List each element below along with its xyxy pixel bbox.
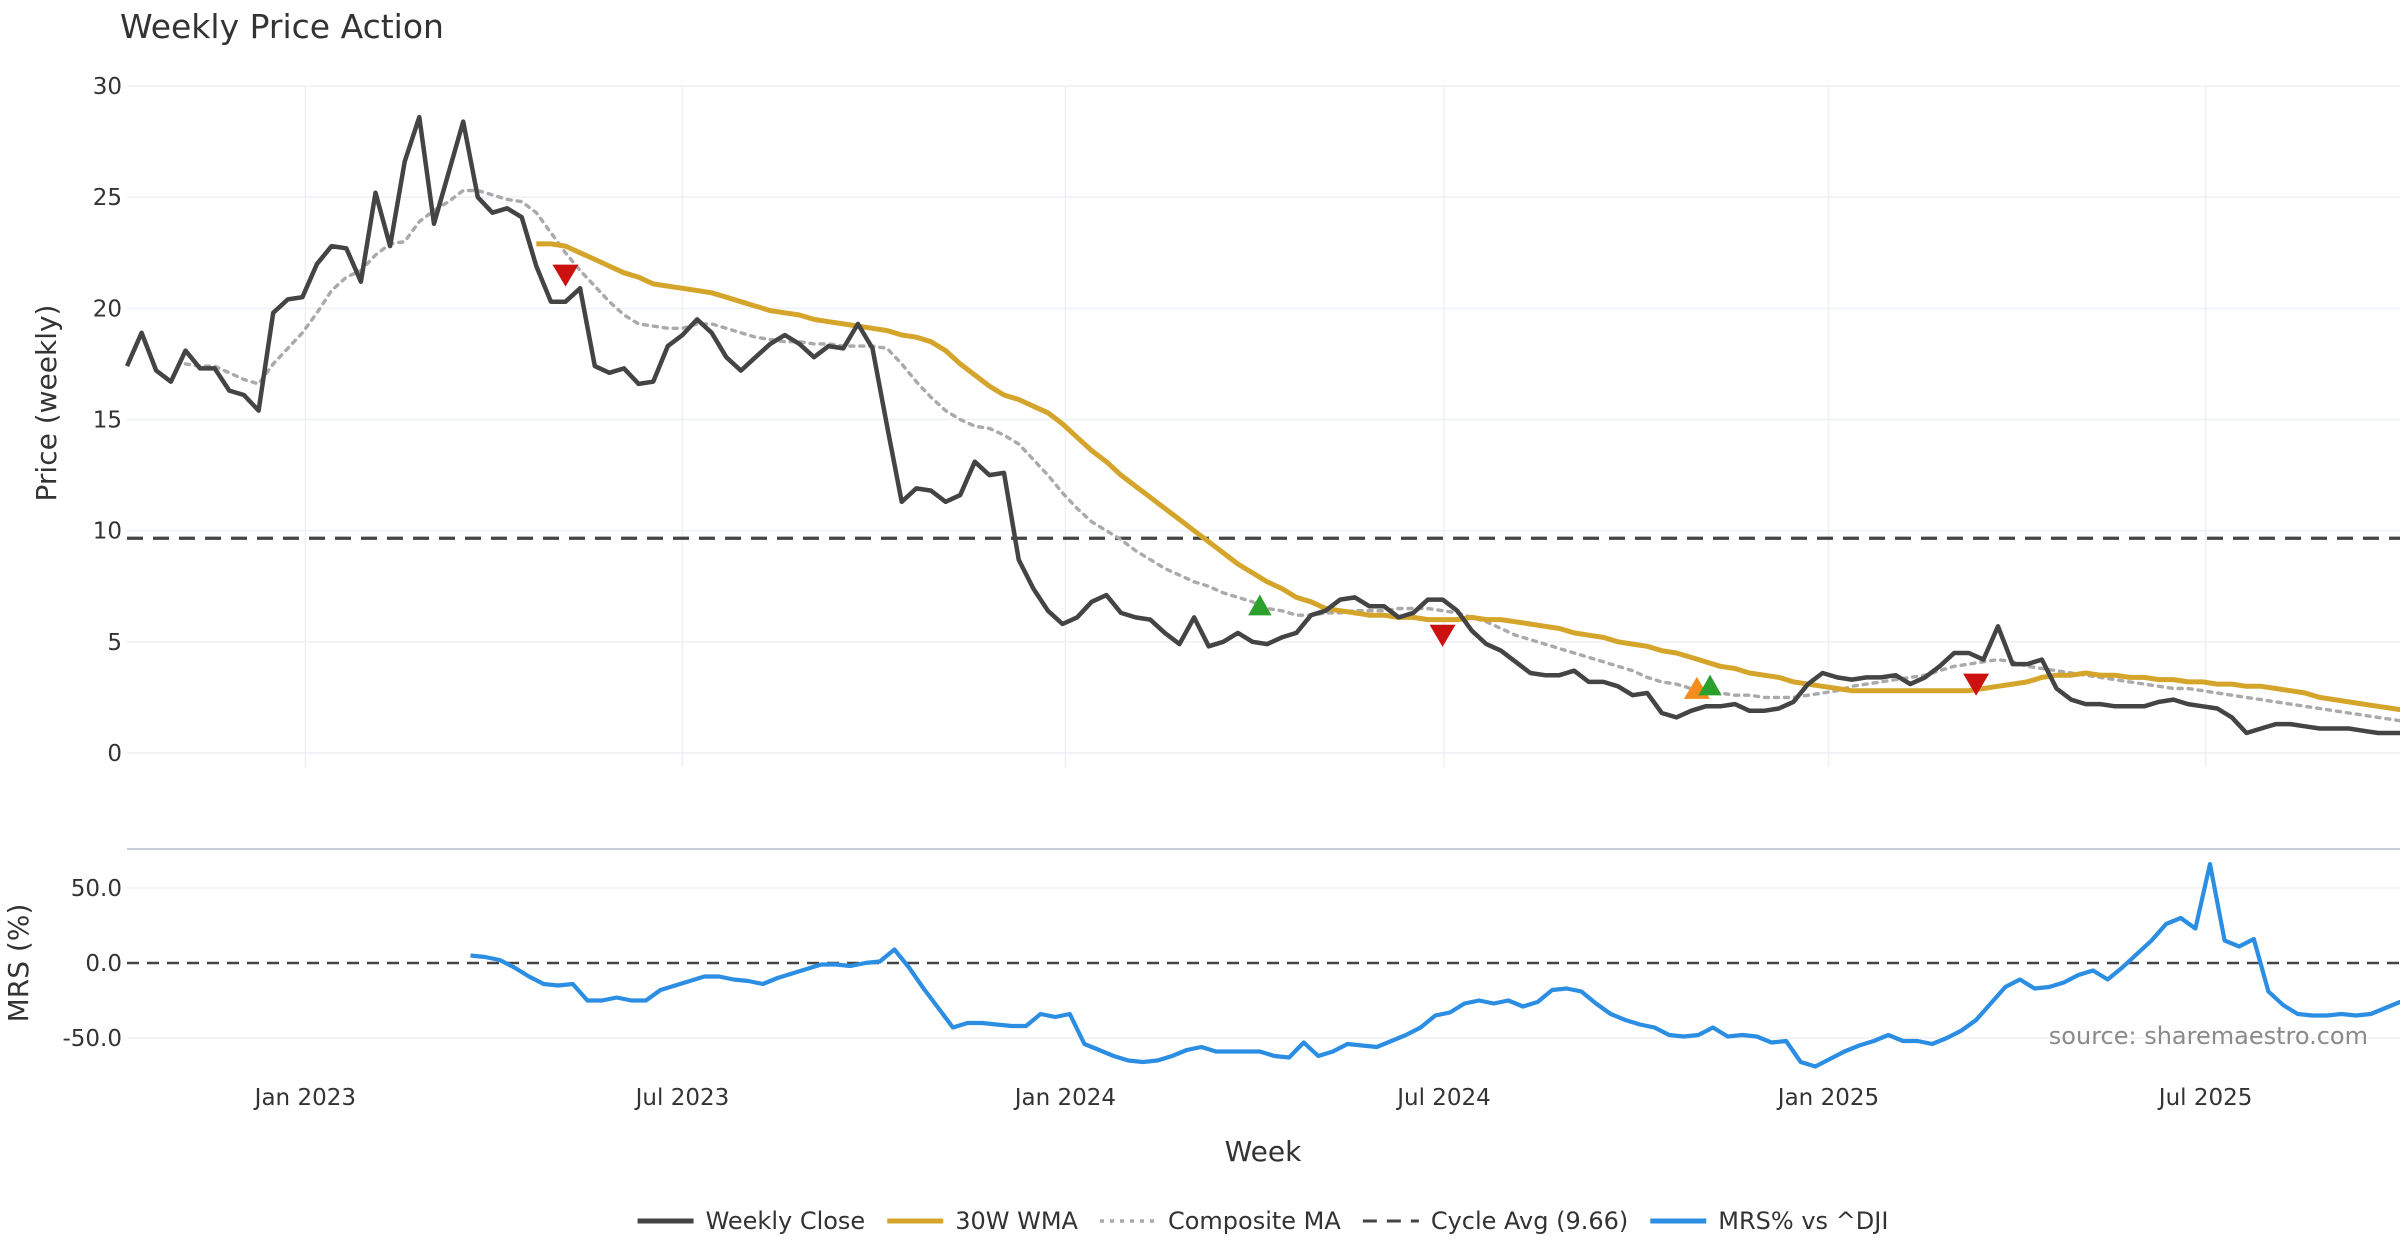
price-y-tick-label: 30 [93, 74, 122, 100]
x-tick-label: Jul 2025 [2157, 1085, 2253, 1111]
legend-label-wma: 30W WMA [955, 1207, 1078, 1235]
x-axis-ticks: Jan 2023 Jul 2023 Jan 2024 Jul 2024 Jan 2025… [253, 1085, 2253, 1111]
mrs-y-tick-label: 50.0 [71, 876, 122, 902]
mrs-y-axis-label: MRS (%) [2, 904, 35, 1023]
price-series-layer [124, 114, 2400, 736]
price-y-tick-label: 25 [93, 185, 122, 211]
composite-ma-line [183, 188, 2400, 723]
price-y-tick-label: 15 [93, 408, 122, 434]
mrs-series-layer [127, 861, 2400, 1069]
x-tick-label: Jul 2023 [634, 1085, 730, 1111]
sell-signal-marker [1429, 624, 1456, 647]
mrs-line [470, 861, 2400, 1069]
x-tick-label: Jan 2024 [1013, 1085, 1116, 1111]
legend-label-cycle: Cycle Avg (9.66) [1431, 1207, 1628, 1235]
buy-signal-marker-green [1698, 674, 1722, 696]
sell-signal-marker [1963, 673, 1990, 696]
mrs-y-tick-label: 0.0 [85, 951, 122, 977]
price-y-tick-label: 20 [93, 296, 122, 322]
signal-markers-layer [552, 264, 1990, 699]
x-tick-label: Jul 2024 [1395, 1085, 1491, 1111]
wma-30w-line [536, 241, 2400, 713]
weekly-close-line [124, 114, 2400, 736]
legend: Weekly Close 30W WMA Composite MA Cycle Avg… [637, 1207, 1888, 1235]
price-y-tick-label: 10 [93, 519, 122, 545]
legend-label-close: Weekly Close [706, 1207, 866, 1235]
source-annotation: source: sharemaestro.com [2049, 1022, 2368, 1050]
mrs-y-axis-ticks: -50.0 0.0 50.0 [62, 876, 122, 1052]
mrs-panel-grid [127, 887, 2400, 1039]
price-y-axis-ticks: 0 5 10 15 20 25 30 [93, 74, 122, 767]
sell-signal-marker [552, 264, 579, 287]
legend-label-mrs: MRS% vs ^DJI [1718, 1207, 1888, 1235]
mrs-y-tick-label: -50.0 [62, 1026, 122, 1052]
price-y-axis-label: Price (weekly) [30, 305, 63, 502]
price-panel-grid [127, 85, 2400, 767]
x-tick-label: Jan 2023 [253, 1085, 356, 1111]
legend-label-composite: Composite MA [1168, 1207, 1341, 1235]
x-axis-label: Week [1225, 1135, 1302, 1168]
price-y-tick-label: 0 [107, 741, 122, 767]
chart-title: Weekly Price Action [120, 7, 444, 46]
buy-signal-marker-green [1248, 594, 1272, 616]
price-y-tick-label: 5 [107, 630, 122, 656]
x-tick-label: Jan 2025 [1776, 1085, 1879, 1111]
